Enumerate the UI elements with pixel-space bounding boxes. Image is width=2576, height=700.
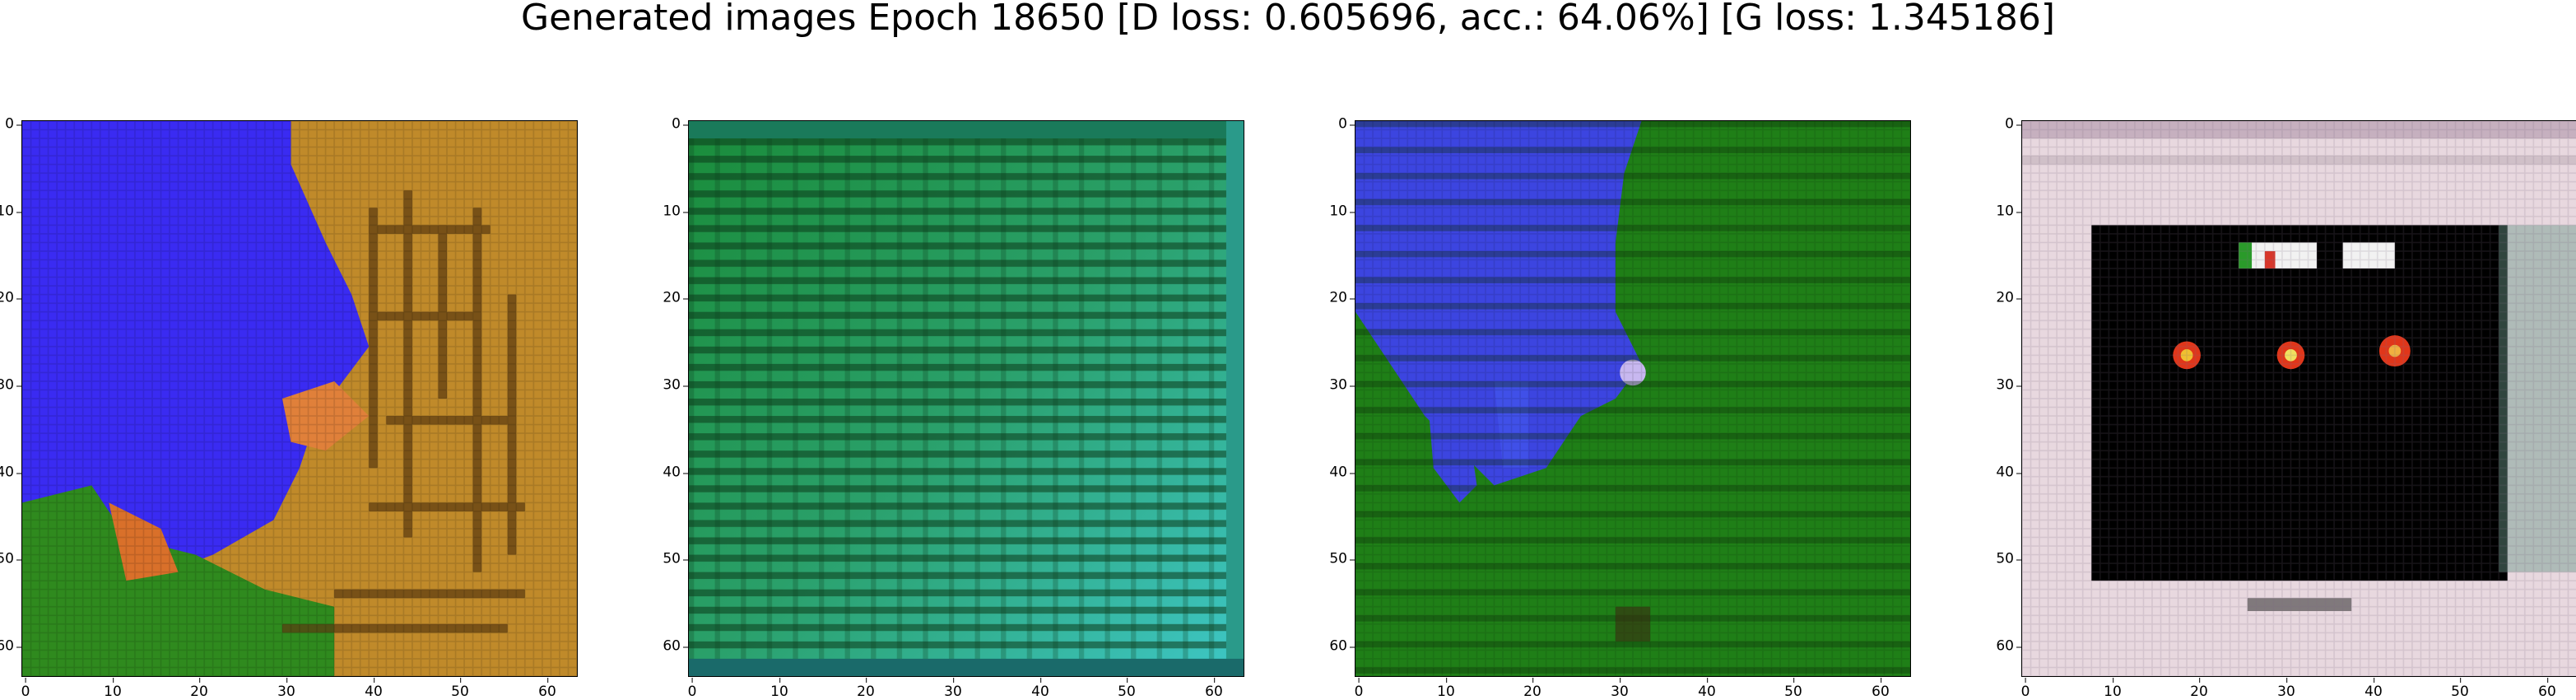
x-tick-label: 0 bbox=[2020, 678, 2030, 700]
image-panel-1: 0 10 20 30 40 50 60 0 10 20 30 40 50 60 bbox=[0, 117, 578, 699]
x-tick-label: 50 bbox=[1784, 678, 1802, 700]
y-tick-label: 30 bbox=[0, 378, 21, 393]
y-tick-label: 0 bbox=[2005, 115, 2021, 133]
x-tick-label: 0 bbox=[687, 678, 697, 700]
y-tick-label: 10 bbox=[1329, 203, 1355, 220]
figure-title: Generated images Epoch 18650 [D loss: 0.… bbox=[520, 0, 2056, 39]
x-tick-label: 10 bbox=[1437, 678, 1455, 700]
x-tick-label: 30 bbox=[277, 678, 295, 700]
x-tick-label: 20 bbox=[190, 678, 208, 700]
generated-image-4 bbox=[2021, 120, 2576, 677]
y-tick-label: 0 bbox=[1338, 115, 1355, 133]
y-tick-label: 20 bbox=[1996, 289, 2021, 306]
x-tick-label: 40 bbox=[2364, 678, 2383, 700]
x-tick-label: 0 bbox=[21, 678, 30, 700]
x-tick-label: 60 bbox=[1205, 678, 1223, 700]
x-tick-label: 60 bbox=[538, 678, 556, 700]
y-tick-label: 40 bbox=[663, 464, 688, 481]
x-tick-label: 40 bbox=[1698, 678, 1716, 700]
x-tick-label: 60 bbox=[2538, 678, 2556, 700]
image-panel-3: 0 10 20 30 40 50 60 0 10 20 30 40 50 60 bbox=[1329, 117, 1911, 699]
y-tick-label: 40 bbox=[1996, 464, 2021, 481]
x-tick-label: 40 bbox=[1031, 678, 1049, 700]
x-tick-label: 20 bbox=[857, 678, 875, 700]
x-tick-label: 20 bbox=[2190, 678, 2208, 700]
y-tick-label: 60 bbox=[1329, 637, 1355, 655]
y-tick-label: 50 bbox=[1329, 550, 1355, 567]
y-tick-label: 20 bbox=[1329, 289, 1355, 306]
x-tick-label: 20 bbox=[1523, 678, 1541, 700]
generated-image-1 bbox=[21, 120, 578, 677]
x-tick-label: 10 bbox=[770, 678, 788, 700]
y-tick-label: 10 bbox=[1996, 203, 2021, 220]
y-tick-label: 20 bbox=[0, 291, 21, 306]
x-tick-label: 60 bbox=[1872, 678, 1890, 700]
y-tick-label: 30 bbox=[1996, 376, 2021, 394]
y-tick-label: 50 bbox=[1996, 550, 2021, 567]
image-panel-4: 0 10 20 30 40 50 60 0 10 20 30 40 50 60 bbox=[1996, 117, 2576, 699]
x-tick-label: 50 bbox=[2451, 678, 2469, 700]
x-tick-label: 30 bbox=[2277, 678, 2295, 700]
x-tick-label: 10 bbox=[104, 678, 122, 700]
y-tick-label: 60 bbox=[0, 639, 21, 654]
x-tick-label: 30 bbox=[944, 678, 962, 700]
y-tick-label: 50 bbox=[663, 550, 688, 567]
y-tick-label: 0 bbox=[672, 115, 688, 133]
image-panel-2: 0 10 20 30 40 50 60 0 10 20 30 40 50 60 bbox=[663, 117, 1244, 699]
y-tick-label: 40 bbox=[1329, 464, 1355, 481]
y-tick-label: 30 bbox=[663, 376, 688, 394]
generated-image-3 bbox=[1355, 120, 1911, 677]
y-tick-label: 20 bbox=[663, 289, 688, 306]
y-tick-label: 60 bbox=[663, 637, 688, 655]
x-tick-label: 40 bbox=[365, 678, 383, 700]
generated-image-2 bbox=[688, 120, 1244, 677]
x-tick-label: 10 bbox=[2104, 678, 2122, 700]
x-tick-label: 30 bbox=[1611, 678, 1629, 700]
y-tick-label: 10 bbox=[663, 203, 688, 220]
y-tick-label: 60 bbox=[1996, 637, 2021, 655]
y-tick-label: 40 bbox=[0, 465, 21, 480]
x-tick-label: 0 bbox=[1354, 678, 1364, 700]
y-tick-label: 10 bbox=[0, 204, 21, 219]
x-tick-label: 50 bbox=[1118, 678, 1136, 700]
y-tick-label: 50 bbox=[0, 552, 21, 567]
x-tick-label: 50 bbox=[451, 678, 469, 700]
y-tick-label: 0 bbox=[5, 115, 21, 133]
y-tick-label: 30 bbox=[1329, 376, 1355, 394]
